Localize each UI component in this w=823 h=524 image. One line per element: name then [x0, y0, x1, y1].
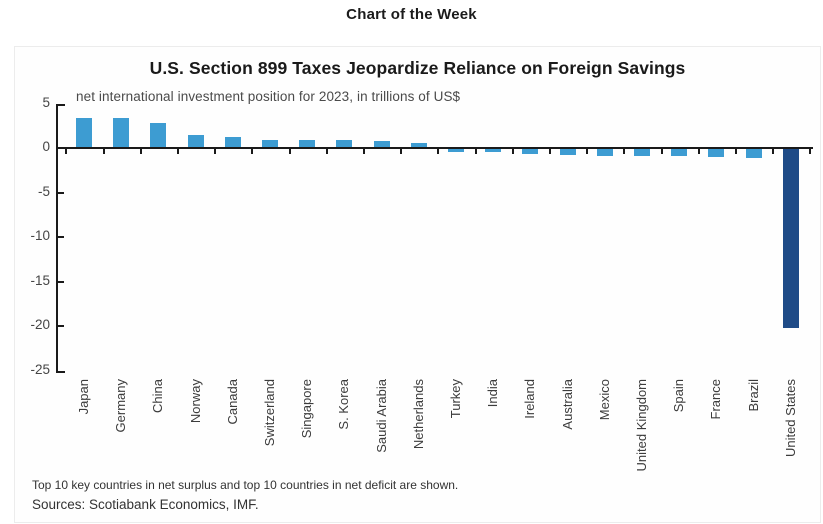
chart-sources: Sources: Scotiabank Economics, IMF. — [32, 497, 259, 512]
bar-switzerland — [262, 139, 278, 149]
chart-card: U.S. Section 899 Taxes Jeopardize Relian… — [14, 46, 821, 523]
bar-spain — [671, 148, 688, 157]
bar-united-states — [782, 148, 799, 328]
y-tick-label: -20 — [30, 317, 50, 333]
bar-norway — [187, 135, 204, 149]
y-axis-tick — [58, 236, 64, 239]
bar-canada — [224, 136, 241, 149]
x-tick-label: Singapore — [299, 379, 315, 439]
x-tick-label: Saudi Arabia — [373, 379, 389, 453]
bar-china — [150, 122, 167, 149]
bar-australia — [559, 148, 576, 155]
bar-germany — [113, 118, 130, 149]
x-axis-tick — [586, 149, 589, 155]
bar-netherlands — [410, 142, 427, 149]
x-axis-tick — [623, 149, 626, 155]
x-tick-label: India — [485, 379, 501, 408]
bar-turkey — [448, 148, 464, 152]
x-tick-label: S. Korea — [336, 379, 352, 430]
bar-saudi-arabia — [373, 140, 390, 149]
x-tick-label: Netherlands — [410, 379, 426, 450]
bar-s-korea — [336, 140, 353, 149]
y-tick-label: -15 — [30, 272, 50, 288]
x-axis-tick — [437, 149, 440, 155]
bar-france — [708, 148, 725, 158]
x-axis-tick — [102, 149, 105, 155]
x-axis-tick — [809, 149, 812, 155]
y-tick-label: -10 — [30, 228, 50, 244]
page-title: Chart of the Week — [346, 6, 477, 23]
chart-footnote: Top 10 key countries in net surplus and … — [32, 478, 459, 492]
y-tick-label: -25 — [30, 361, 50, 377]
x-tick-label: Ireland — [522, 379, 538, 419]
x-tick-label: France — [708, 379, 724, 420]
y-axis-bottom-tick — [56, 370, 65, 373]
x-axis-tick — [549, 149, 551, 155]
x-axis-tick — [474, 149, 477, 155]
x-axis-tick — [697, 149, 700, 155]
x-tick-label: Germany — [113, 379, 129, 433]
x-axis-tick — [325, 149, 328, 155]
bar-united-kingdom — [634, 148, 650, 157]
x-tick-label: China — [150, 379, 166, 413]
bar-india — [485, 148, 502, 153]
x-axis-tick — [511, 149, 514, 155]
x-tick-label: Mexico — [596, 379, 612, 421]
x-axis-tick — [214, 149, 217, 155]
y-axis-tick — [58, 325, 64, 328]
x-tick-label: Australia — [559, 379, 575, 430]
plot-area: 5 0 -5 -10 -15 -20 -25 Japan Germany China Norway C… — [15, 47, 820, 522]
x-tick-label: Japan — [76, 379, 91, 415]
y-tick-label: 5 — [42, 95, 50, 110]
x-tick-label: Turkey — [448, 379, 463, 419]
x-tick-label: United States — [782, 379, 798, 458]
y-axis-tick — [58, 191, 64, 194]
x-axis-tick — [65, 149, 68, 155]
x-axis-tick — [660, 149, 663, 155]
x-axis-tick — [363, 149, 365, 155]
x-axis-tick — [735, 149, 737, 155]
x-tick-label: Spain — [671, 379, 687, 413]
y-axis-tick — [58, 280, 64, 283]
x-axis-tick — [400, 149, 403, 155]
x-axis-tick — [772, 149, 775, 155]
x-axis-tick — [177, 149, 179, 155]
y-tick-label: 0 — [42, 139, 50, 155]
y-tick-label: -5 — [37, 183, 50, 199]
x-tick-label: Switzerland — [262, 379, 277, 447]
bar-singapore — [299, 139, 316, 149]
x-tick-label: United Kingdom — [634, 379, 649, 472]
x-axis-tick — [139, 149, 142, 155]
chart-subtitle: net international investment position fo… — [76, 89, 461, 104]
bar-brazil — [745, 148, 762, 159]
x-tick-label: Norway — [187, 379, 203, 424]
bar-japan — [76, 118, 92, 149]
bar-ireland — [522, 148, 539, 154]
zero-baseline — [56, 147, 813, 150]
x-axis-tick — [251, 149, 254, 155]
bar-mexico — [596, 148, 613, 156]
x-tick-label: Canada — [224, 379, 240, 425]
y-axis-line — [56, 104, 58, 373]
x-tick-label: Brazil — [745, 379, 761, 412]
y-axis-top-tick — [56, 104, 65, 106]
x-axis-tick — [288, 149, 291, 155]
chart-title: U.S. Section 899 Taxes Jeopardize Relian… — [149, 58, 686, 78]
